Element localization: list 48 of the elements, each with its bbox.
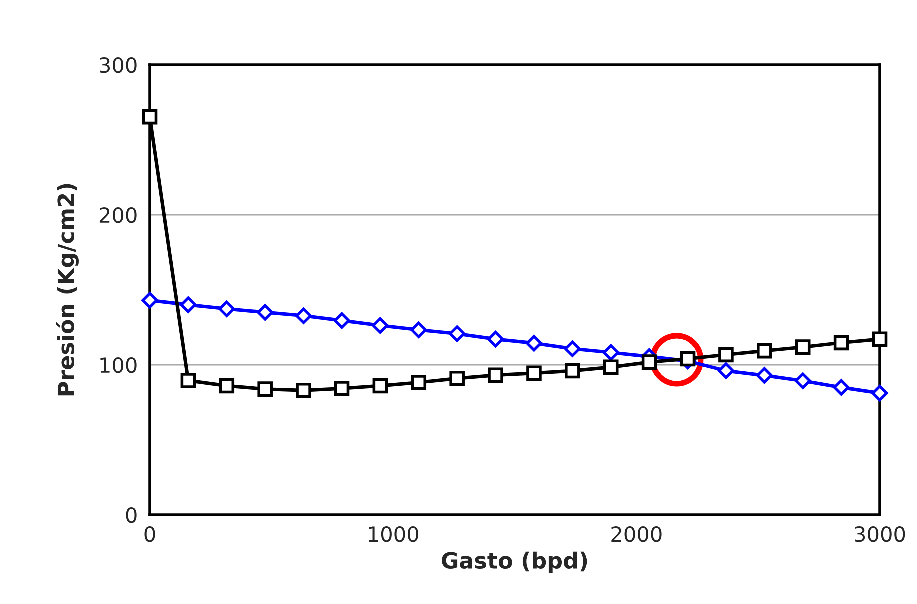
point: [449, 326, 466, 342]
point: [142, 109, 158, 125]
point: [756, 367, 773, 384]
point: [795, 340, 811, 355]
point: [794, 372, 812, 390]
point: [603, 360, 619, 376]
point: [142, 292, 158, 309]
point: [718, 347, 734, 363]
x-tick-label: 1000: [369, 526, 418, 542]
point: [180, 373, 196, 388]
point: [833, 379, 850, 396]
point: [526, 335, 542, 352]
point: [180, 296, 197, 314]
point: [564, 340, 581, 358]
x-axis-title: Gasto (bpd): [442, 552, 588, 574]
point: [565, 363, 580, 379]
point: [757, 343, 772, 359]
point: [296, 308, 312, 324]
point: [334, 312, 350, 330]
point: [872, 385, 888, 402]
point: [488, 331, 504, 348]
point: [372, 317, 389, 334]
y-tick-label: 0: [126, 507, 137, 524]
point: [680, 351, 696, 367]
point: [372, 378, 388, 394]
point: [410, 322, 428, 338]
point: [334, 381, 350, 396]
point: [219, 378, 235, 394]
point: [218, 300, 236, 318]
y-tick-label: 200: [100, 207, 137, 224]
point: [834, 335, 850, 351]
point: [258, 382, 273, 397]
x-tick-label: 2000: [612, 526, 662, 542]
y-tick-label: 300: [100, 57, 137, 74]
point: [872, 332, 888, 347]
point: [526, 366, 542, 382]
point: [257, 304, 274, 321]
point: [718, 362, 734, 380]
x-tick-label: 0: [144, 526, 156, 542]
x-tick-label: 3000: [855, 526, 906, 542]
point: [488, 368, 504, 383]
point: [411, 375, 427, 390]
y-axis-title: Presión (Kg/cm2): [56, 184, 79, 396]
point: [296, 383, 312, 398]
point: [642, 354, 658, 370]
point: [450, 371, 465, 386]
point: [602, 344, 620, 361]
y-tick-label: 100: [100, 357, 137, 374]
